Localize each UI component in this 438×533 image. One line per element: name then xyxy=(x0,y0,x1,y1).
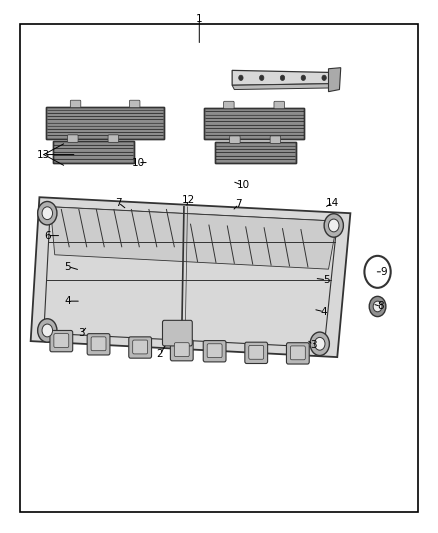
FancyBboxPatch shape xyxy=(230,136,240,143)
Text: 7: 7 xyxy=(115,198,122,207)
Text: 2: 2 xyxy=(156,350,163,359)
Bar xyxy=(204,108,304,139)
Polygon shape xyxy=(232,84,333,90)
Text: 3: 3 xyxy=(310,340,317,350)
FancyBboxPatch shape xyxy=(67,135,78,142)
FancyBboxPatch shape xyxy=(249,345,264,359)
Bar xyxy=(204,108,304,139)
FancyBboxPatch shape xyxy=(203,341,226,362)
Text: 7: 7 xyxy=(235,199,242,209)
Text: 8: 8 xyxy=(378,302,385,311)
FancyBboxPatch shape xyxy=(87,334,110,355)
Polygon shape xyxy=(328,68,341,92)
FancyBboxPatch shape xyxy=(245,342,268,364)
Text: 6: 6 xyxy=(44,231,51,240)
Polygon shape xyxy=(31,197,350,357)
Circle shape xyxy=(259,75,264,80)
Circle shape xyxy=(324,214,343,237)
Text: 5: 5 xyxy=(323,275,330,285)
Text: 10: 10 xyxy=(131,158,145,167)
Circle shape xyxy=(322,75,326,80)
Bar xyxy=(53,141,134,163)
Polygon shape xyxy=(50,207,337,269)
FancyBboxPatch shape xyxy=(290,346,305,360)
Circle shape xyxy=(280,75,285,80)
FancyBboxPatch shape xyxy=(270,136,281,143)
Text: 14: 14 xyxy=(326,198,339,207)
FancyBboxPatch shape xyxy=(286,343,309,364)
Circle shape xyxy=(301,75,305,80)
FancyBboxPatch shape xyxy=(133,340,148,354)
FancyBboxPatch shape xyxy=(207,344,222,358)
Circle shape xyxy=(328,219,339,232)
FancyBboxPatch shape xyxy=(162,320,192,346)
FancyBboxPatch shape xyxy=(274,101,285,109)
Circle shape xyxy=(314,337,325,350)
Text: 3: 3 xyxy=(78,328,85,338)
FancyBboxPatch shape xyxy=(174,343,189,357)
Circle shape xyxy=(38,319,57,342)
Circle shape xyxy=(310,332,329,356)
Circle shape xyxy=(239,75,243,80)
FancyBboxPatch shape xyxy=(129,337,152,358)
Text: 13: 13 xyxy=(37,150,50,159)
FancyBboxPatch shape xyxy=(224,101,234,109)
Bar xyxy=(46,107,164,139)
Bar xyxy=(215,142,296,163)
Bar xyxy=(46,107,164,139)
Text: 4: 4 xyxy=(321,307,328,317)
Circle shape xyxy=(42,324,53,337)
Circle shape xyxy=(42,207,53,220)
FancyBboxPatch shape xyxy=(54,334,69,348)
Text: 1: 1 xyxy=(196,14,203,23)
Text: 9: 9 xyxy=(380,267,387,277)
Circle shape xyxy=(373,301,382,312)
FancyBboxPatch shape xyxy=(108,135,119,142)
Polygon shape xyxy=(232,70,333,85)
Text: 10: 10 xyxy=(237,181,250,190)
Text: 12: 12 xyxy=(182,195,195,205)
Circle shape xyxy=(38,201,57,225)
FancyBboxPatch shape xyxy=(50,330,73,352)
FancyBboxPatch shape xyxy=(170,340,193,361)
Text: 5: 5 xyxy=(64,262,71,271)
Bar xyxy=(53,141,134,163)
FancyBboxPatch shape xyxy=(70,100,81,108)
Circle shape xyxy=(369,296,386,317)
Text: 4: 4 xyxy=(64,296,71,306)
FancyBboxPatch shape xyxy=(91,337,106,351)
Bar xyxy=(215,142,296,163)
FancyBboxPatch shape xyxy=(130,100,140,108)
